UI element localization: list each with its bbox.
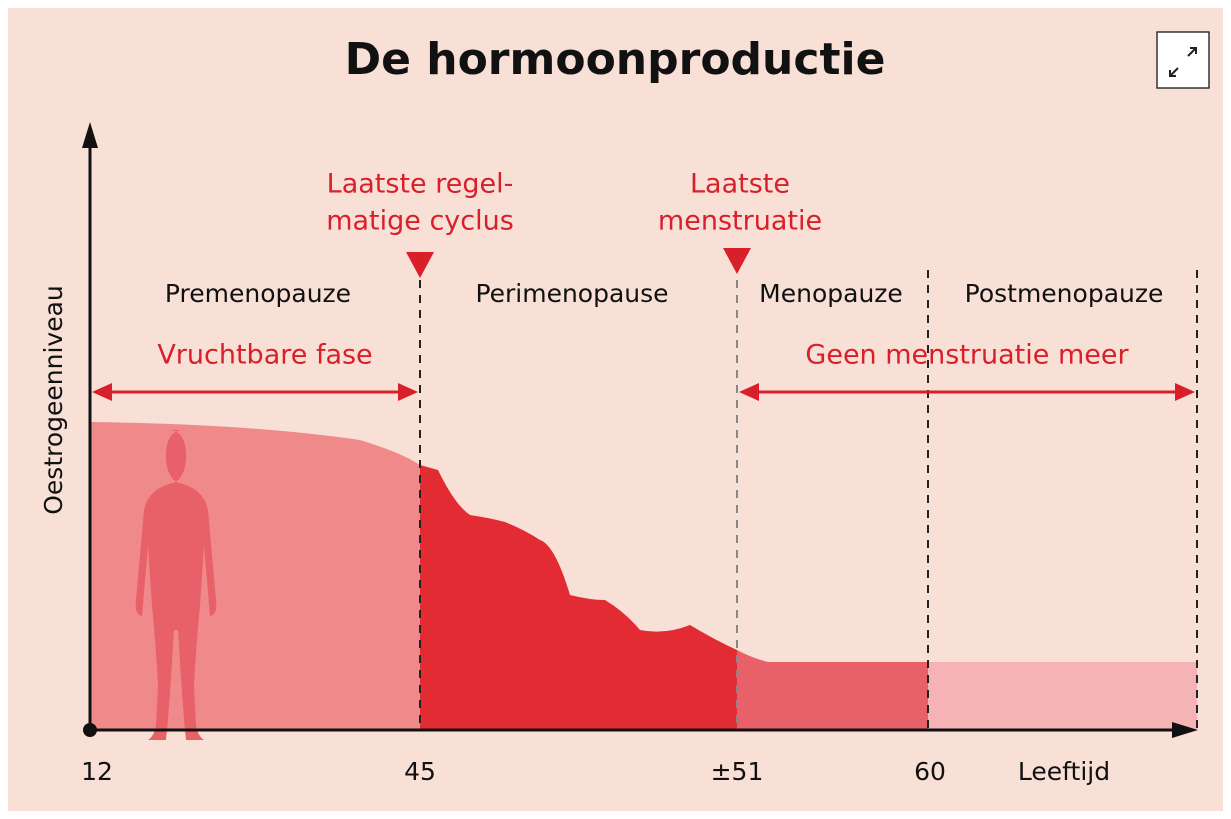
marker-label: Laatste regel- xyxy=(327,169,514,200)
perimenopause-area xyxy=(420,465,737,730)
x-label: 12 xyxy=(81,757,113,786)
y-axis-label: Oestrogeenniveau xyxy=(39,285,68,515)
origin-dot xyxy=(83,723,97,737)
phase-label: Menopauze xyxy=(759,279,903,308)
marker-label: matige cyclus xyxy=(326,206,514,237)
range-label: Vruchtbare fase xyxy=(157,340,372,371)
expand-button[interactable] xyxy=(1156,31,1210,89)
x-axis-label: Leeftijd xyxy=(1018,757,1110,786)
x-label: ±51 xyxy=(711,757,764,786)
silhouette xyxy=(135,430,217,740)
dividers xyxy=(419,270,1198,730)
x-axis-arrow xyxy=(1172,722,1198,738)
title: De hormoonproductie xyxy=(345,34,886,85)
marker-label: menstruatie xyxy=(658,206,822,237)
marker-label: Laatste xyxy=(690,169,790,200)
y-axis-arrow xyxy=(82,122,98,148)
x-label: 45 xyxy=(404,757,436,786)
phase-label: Postmenopauze xyxy=(965,279,1164,308)
menopause-area xyxy=(737,650,928,730)
range-arrows xyxy=(92,383,1195,401)
phase-label: Perimenopause xyxy=(475,279,668,308)
x-label: 60 xyxy=(914,757,946,786)
postmenopause-area xyxy=(928,662,1197,730)
range-label: Geen menstruatie meer xyxy=(805,340,1129,371)
phase-label: Premenopauze xyxy=(165,279,351,308)
